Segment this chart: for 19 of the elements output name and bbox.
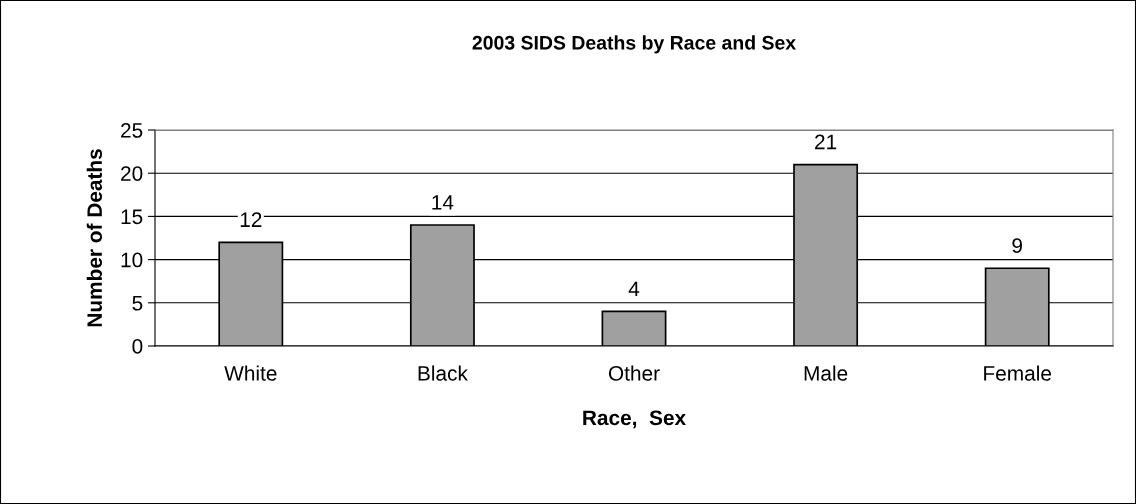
data-label: 14 [432, 195, 454, 210]
x-tick-label: Female [984, 365, 1052, 381]
y-tick-label: 15 [121, 209, 143, 225]
y-tick-label: 25 [121, 123, 143, 138]
y-tick-label: 0 [132, 339, 143, 354]
y-tick-label: 10 [121, 252, 143, 268]
x-axis-title: Race, Sex [583, 410, 686, 429]
y-axis-title: Number of Deaths [86, 149, 103, 327]
y-tick-label: 20 [121, 166, 143, 181]
y-tick-label: 5 [132, 296, 143, 311]
data-label: 9 [1012, 238, 1023, 254]
data-label: 4 [628, 281, 640, 297]
x-tick-label: White [224, 365, 277, 381]
x-tick-label: Black [418, 365, 468, 381]
data-label: 12 [240, 212, 262, 227]
x-tick-label: Male [804, 365, 848, 381]
data-label: 21 [815, 134, 837, 150]
chart-title: 2003 SIDS Deaths by Race and Sex [472, 35, 796, 54]
x-tick-label: Other [608, 365, 660, 381]
